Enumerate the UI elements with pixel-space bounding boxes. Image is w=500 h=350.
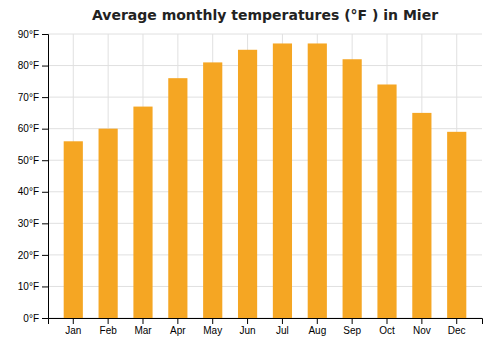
grid-line-y <box>48 65 482 66</box>
x-tick-mark <box>282 318 283 324</box>
title: Average monthly temperatures (°F ) in Mi… <box>92 7 438 23</box>
y-tick-mark <box>42 192 48 193</box>
x-tick-label: Nov <box>413 325 431 336</box>
y-tick: 0°F <box>23 313 48 324</box>
y-tick-label: 50°F <box>18 155 39 166</box>
x-tick-label: Mar <box>134 325 152 336</box>
x-axis: Jan Feb Mar Apr May Jun Jul Aug Sep Oct Nov Dec <box>49 318 483 336</box>
y-tick-label: 30°F <box>18 218 39 229</box>
x-tick-label: Jul <box>276 325 289 336</box>
x-tick: Aug <box>308 318 326 336</box>
grid-line-y <box>48 97 482 98</box>
x-tick-label: Aug <box>308 325 326 336</box>
y-tick-label: 60°F <box>18 123 39 134</box>
x-tick-mark <box>247 318 248 324</box>
bar <box>99 129 118 318</box>
x-tick: Nov <box>413 318 431 336</box>
x-tick-mark <box>73 318 74 324</box>
axis-line <box>42 35 49 319</box>
bar <box>203 62 222 318</box>
y-tick: 30°F <box>18 218 48 229</box>
x-tick-label: Oct <box>379 325 395 336</box>
x-tick: Apr <box>170 318 186 336</box>
y-tick: 90°F <box>18 29 48 40</box>
x-tick: Oct <box>379 318 395 336</box>
bar <box>377 84 396 318</box>
y-tick-mark <box>42 286 48 287</box>
x-tick: Jul <box>276 318 289 336</box>
bar <box>343 59 362 318</box>
bar <box>447 132 466 318</box>
x-tick-label: Feb <box>100 325 118 336</box>
y-tick: 20°F <box>18 250 48 261</box>
y-tick-mark <box>42 255 48 256</box>
x-tick-mark <box>142 318 143 324</box>
bar <box>64 141 83 318</box>
y-tick-label: 70°F <box>18 92 39 103</box>
y-tick: 40°F <box>18 186 48 197</box>
x-tick: Jan <box>65 318 81 336</box>
plot: Jan Feb Mar Apr May Jun Jul Aug Sep Oct Nov Dec 0°F 1… <box>18 29 483 336</box>
y-tick-mark <box>42 97 48 98</box>
x-tick-mark <box>352 318 353 324</box>
x-tick-mark <box>456 318 457 324</box>
x-tick: Jun <box>240 318 256 336</box>
y-tick-mark <box>42 160 48 161</box>
y-tick-label: 0°F <box>23 313 39 324</box>
y-tick-label: 80°F <box>18 60 39 71</box>
x-tick-label: May <box>203 325 222 336</box>
x-tick: Feb <box>100 318 118 336</box>
y-tick-mark <box>42 223 48 224</box>
x-tick-mark <box>317 318 318 324</box>
x-tick: Mar <box>134 318 152 336</box>
bar <box>133 107 152 318</box>
x-tick-mark <box>212 318 213 324</box>
chart: Jan Feb Mar Apr May Jun Jul Aug Sep Oct Nov Dec 0°F 1… <box>0 0 500 350</box>
x-tick-mark <box>108 318 109 324</box>
y-axis: 0°F 10°F 20°F 30°F 40°F 50°F 60°F 70°F 80°F 90°F <box>18 29 49 324</box>
bar <box>308 43 327 318</box>
axis-line <box>49 319 483 325</box>
y-tick-mark <box>42 318 48 319</box>
x-tick-mark <box>177 318 178 324</box>
x-tick: May <box>203 318 222 336</box>
y-tick-label: 10°F <box>18 281 39 292</box>
x-tick: Sep <box>343 318 361 336</box>
y-tick: 80°F <box>18 60 48 71</box>
y-tick: 70°F <box>18 92 48 103</box>
y-tick-label: 90°F <box>18 29 39 40</box>
y-tick-label: 20°F <box>18 250 39 261</box>
y-tick-mark <box>42 34 48 35</box>
bar <box>273 43 292 318</box>
y-tick-mark <box>42 66 48 67</box>
x-tick-label: Sep <box>343 325 361 336</box>
x-tick-label: Jan <box>65 325 81 336</box>
x-tick: Dec <box>448 318 466 336</box>
y-tick: 50°F <box>18 155 48 166</box>
y-tick: 60°F <box>18 123 48 134</box>
x-tick-label: Dec <box>448 325 466 336</box>
bar <box>168 78 187 318</box>
y-tick-mark <box>42 129 48 130</box>
x-tick-mark <box>421 318 422 324</box>
bar <box>412 113 431 318</box>
x-tick-label: Apr <box>170 325 186 336</box>
x-tick-label: Jun <box>240 325 256 336</box>
bar <box>238 50 257 318</box>
y-tick-label: 40°F <box>18 186 39 197</box>
bars <box>64 43 467 318</box>
grid-line-y <box>48 34 482 35</box>
y-tick: 10°F <box>18 281 48 292</box>
x-tick-mark <box>387 318 388 324</box>
grid <box>48 34 482 318</box>
